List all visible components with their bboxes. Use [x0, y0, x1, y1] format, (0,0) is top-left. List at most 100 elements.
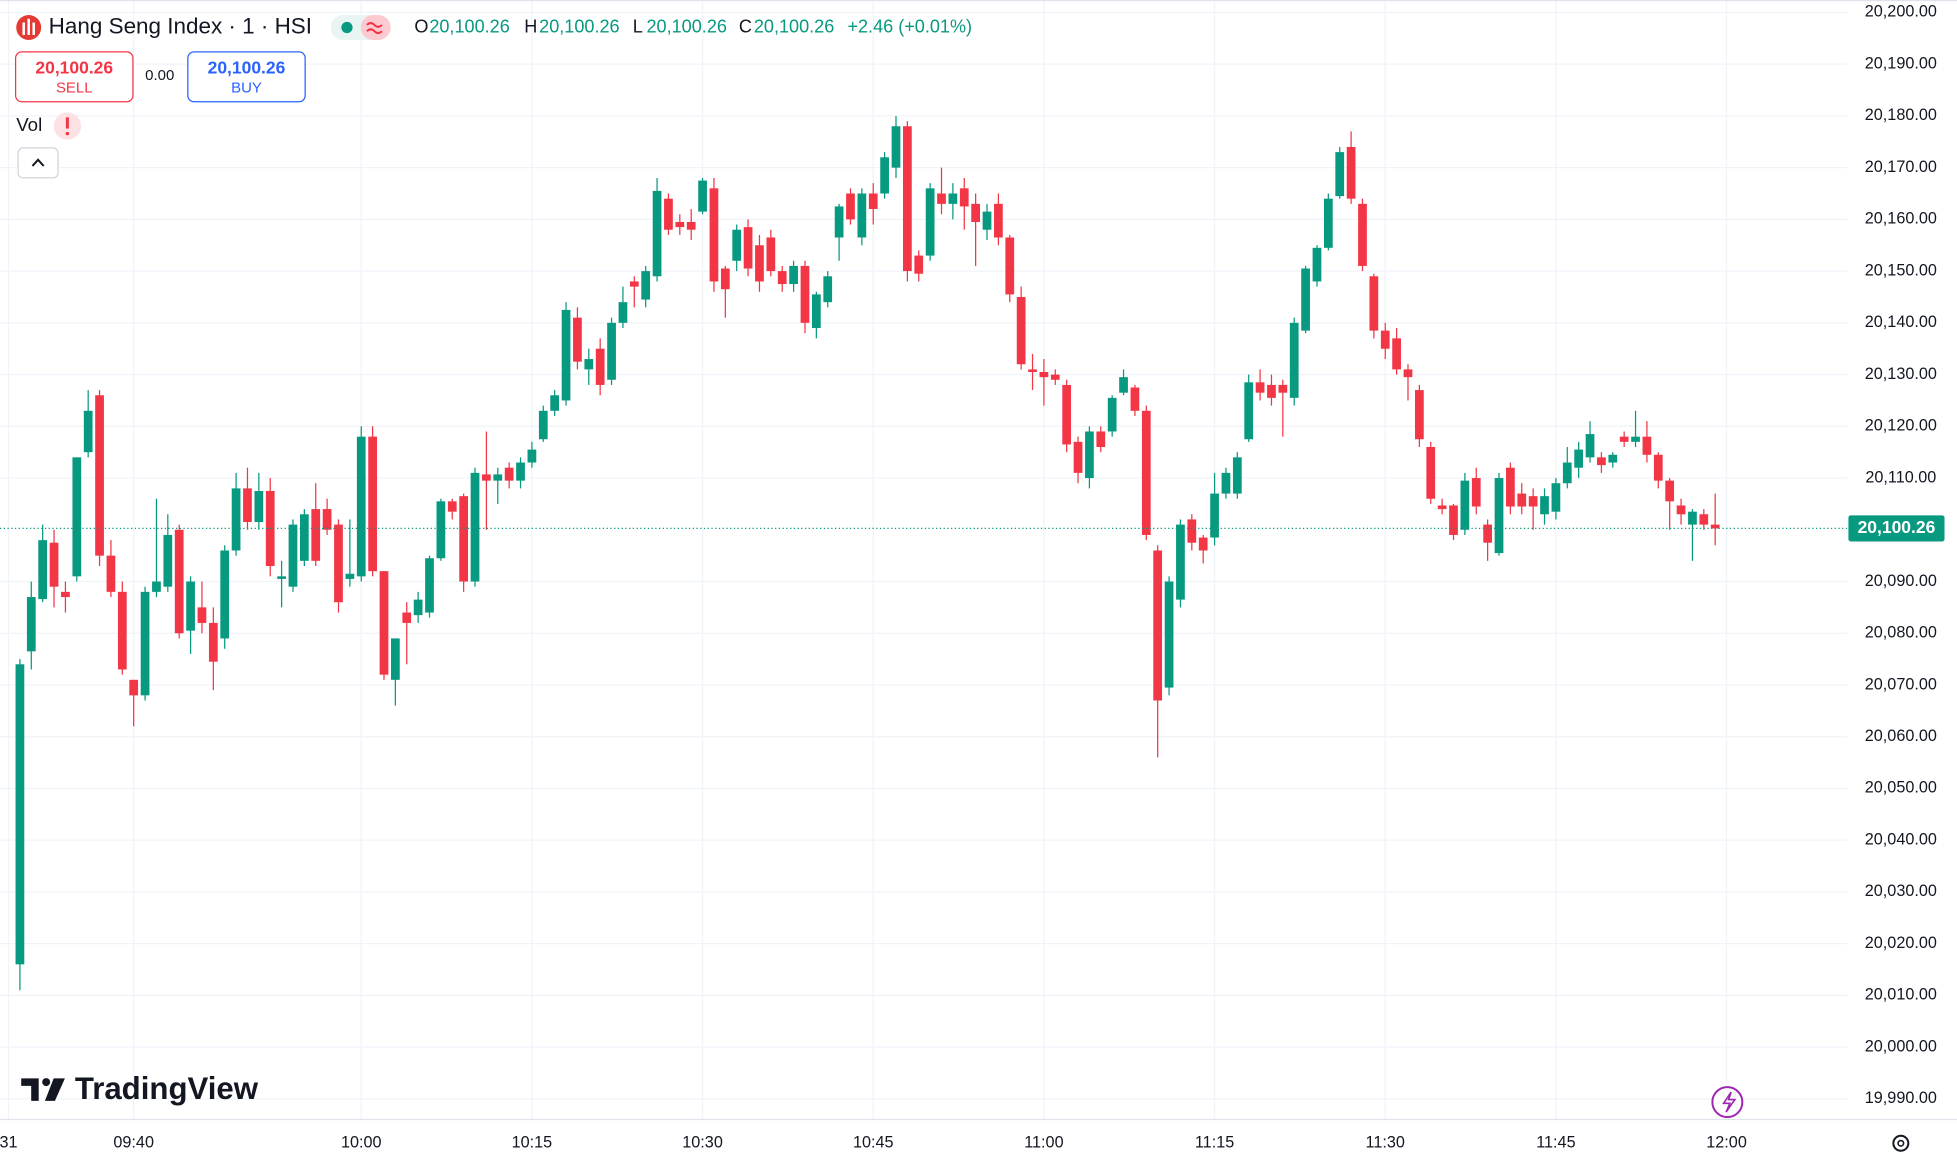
- y-tick-label: 20,030.00: [1865, 882, 1937, 900]
- candle-body: [1232, 457, 1242, 494]
- y-tick-label: 20,140.00: [1865, 313, 1937, 331]
- candle-body: [1050, 374, 1060, 380]
- market-status-dot: [341, 21, 353, 34]
- buy-price: 20,100.26: [208, 57, 286, 77]
- candle-body: [72, 457, 82, 577]
- candle-body: [1699, 514, 1709, 525]
- candle-body: [1096, 431, 1106, 448]
- candle-body: [1335, 152, 1345, 197]
- symbol-title[interactable]: Hang Seng Index · 1 · HSI: [49, 13, 312, 38]
- candle-body: [709, 188, 719, 282]
- y-tick-label: 20,150.00: [1865, 261, 1937, 279]
- candle-body: [117, 591, 127, 670]
- candle-body: [857, 193, 867, 238]
- candle-body: [163, 534, 173, 587]
- candle-body: [1506, 467, 1515, 507]
- x-tick-label: 10:15: [512, 1134, 553, 1152]
- candle-body: [1619, 436, 1629, 442]
- candle-body: [1153, 550, 1163, 701]
- candle-body: [311, 509, 321, 561]
- volume-label[interactable]: Vol: [16, 114, 42, 135]
- candle-body: [277, 576, 286, 579]
- candle-body: [527, 449, 537, 463]
- candle-body: [584, 359, 594, 370]
- candle-body: [903, 126, 912, 272]
- candle-body: [482, 474, 491, 481]
- candle-body: [629, 281, 639, 287]
- candle-body: [618, 302, 628, 323]
- candle-body: [811, 294, 821, 329]
- y-tick-label: 20,180.00: [1865, 106, 1937, 124]
- candle-body: [800, 265, 810, 323]
- sell-button[interactable]: [14, 51, 134, 103]
- candle-body: [777, 271, 787, 285]
- ohlc-key: C: [739, 16, 752, 36]
- candle-body: [755, 245, 764, 282]
- ohlc-key: L: [633, 16, 643, 36]
- candle-body: [538, 410, 548, 440]
- candle-body: [299, 514, 309, 561]
- plot-area: [0, 115, 1848, 991]
- candle-body: [1358, 203, 1367, 266]
- logo-mark: [21, 1078, 39, 1101]
- candle-body: [1471, 478, 1481, 507]
- y-tick-label: 20,000.00: [1865, 1037, 1937, 1055]
- candle-body: [732, 229, 742, 261]
- buy-button[interactable]: [187, 51, 306, 103]
- candle-body: [1005, 237, 1015, 295]
- candle-body: [766, 237, 776, 272]
- y-tick-label: 20,110.00: [1865, 468, 1936, 486]
- candle-body: [493, 474, 503, 481]
- y-tick-label: 20,090.00: [1865, 572, 1937, 590]
- candle-body: [1255, 382, 1265, 393]
- x-tick-label: 10:45: [853, 1134, 894, 1152]
- candle-body: [504, 467, 514, 481]
- candle-body: [322, 509, 332, 530]
- logo-text[interactable]: TradingView: [75, 1071, 259, 1106]
- ohlc-key: O: [414, 16, 428, 36]
- candle-body: [231, 488, 241, 551]
- candle-body: [607, 322, 616, 380]
- candle-body: [1585, 434, 1595, 458]
- candle-body: [288, 524, 298, 587]
- candle-body: [1119, 377, 1128, 393]
- x-tick-label: 11:45: [1536, 1134, 1575, 1152]
- y-tick-label: 20,010.00: [1865, 986, 1937, 1004]
- y-tick-label: 20,200.00: [1865, 3, 1937, 21]
- candle-body: [1437, 505, 1447, 510]
- y-tick-label: 20,020.00: [1865, 934, 1937, 952]
- axes: 19,990.00 20,000.00 20,010.00 20,020.00 20,0…: [0, 3, 1945, 1152]
- candle-body: [1176, 524, 1185, 600]
- candle-body: [243, 488, 252, 523]
- candle-body: [971, 203, 981, 222]
- collapse-button[interactable]: [17, 147, 59, 179]
- candle-body: [1426, 447, 1436, 499]
- y-tick-label: 20,070.00: [1865, 675, 1937, 693]
- candle-body: [1244, 382, 1254, 440]
- candle-body: [1039, 371, 1049, 378]
- ohlc-value: 20,100.26: [539, 16, 619, 36]
- candle-body: [652, 190, 662, 277]
- candle-body: [1016, 296, 1026, 365]
- candle-body: [1574, 449, 1584, 468]
- lightning-button[interactable]: [1711, 1086, 1744, 1119]
- y-tick-label: 20,170.00: [1865, 158, 1937, 176]
- candle-body: [61, 591, 70, 598]
- delay-icon: [366, 22, 383, 35]
- spread: 0.00: [145, 67, 174, 84]
- candle-body: [1267, 384, 1276, 398]
- x-tick-label: 11:30: [1366, 1134, 1405, 1152]
- candle-body: [1107, 397, 1117, 432]
- candle-body: [1289, 322, 1299, 398]
- candle-body: [391, 638, 400, 680]
- candle-body: [834, 206, 844, 238]
- candle-body: [413, 599, 423, 616]
- candle-body: [1688, 511, 1697, 525]
- sell-price: 20,100.26: [35, 57, 113, 77]
- settings-button[interactable]: [1892, 1134, 1910, 1152]
- candle-body: [1210, 493, 1219, 538]
- candle-body: [1528, 496, 1538, 507]
- candle-body: [356, 436, 366, 577]
- sell-label: SELL: [56, 80, 93, 97]
